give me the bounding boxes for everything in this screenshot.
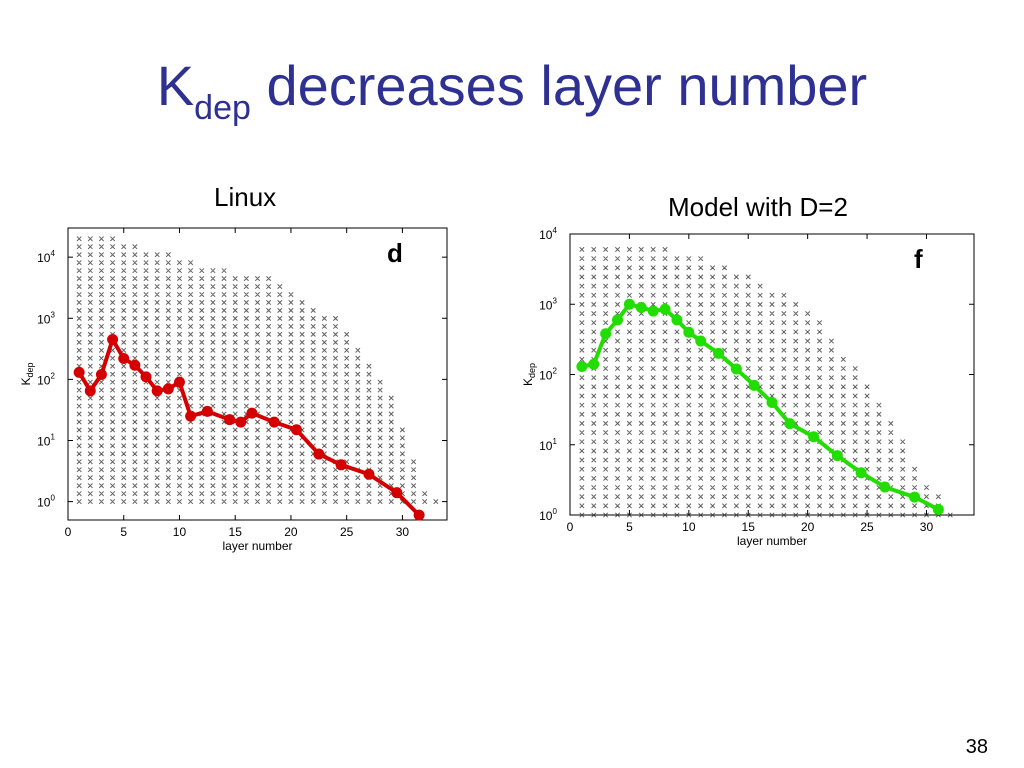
series-point — [748, 379, 760, 391]
series-point — [73, 366, 85, 378]
title-rest: decreases layer number — [250, 54, 868, 117]
x-tick-label: 5 — [626, 520, 633, 534]
series-line — [581, 302, 940, 512]
series-point — [151, 385, 163, 397]
x-tick-label: 20 — [284, 525, 298, 539]
panel-letter: f — [914, 244, 923, 274]
series-point — [95, 369, 107, 381]
series-point — [635, 301, 647, 313]
x-axis-label: layer number — [737, 534, 807, 548]
series-point — [713, 347, 725, 359]
series-point — [855, 467, 867, 479]
y-tick-label: 103 — [539, 296, 557, 312]
series-point — [808, 431, 820, 443]
series-point — [784, 418, 796, 430]
x-tick-label: 10 — [173, 525, 187, 539]
series-point — [268, 416, 280, 428]
x-tick-label: 15 — [742, 520, 756, 534]
y-tick-label: 104 — [37, 249, 55, 265]
series-point — [185, 410, 197, 422]
y-tick-label: 100 — [37, 494, 55, 510]
series-point — [291, 424, 303, 436]
series-point — [671, 314, 683, 326]
series-point — [659, 303, 671, 315]
y-tick-label: 100 — [539, 507, 557, 523]
series-point — [879, 481, 891, 493]
series-point — [246, 407, 258, 419]
series-point — [162, 383, 174, 395]
series-point — [391, 487, 403, 499]
chart-model: 0 5 10 15 20 25 30 100 101 102 103 104 layer number K… — [521, 226, 975, 548]
x-tick-label: 20 — [801, 520, 815, 534]
series-point — [588, 358, 600, 370]
series-point — [647, 305, 659, 317]
series-point — [363, 468, 375, 480]
series-point — [84, 385, 96, 397]
series-point — [576, 360, 588, 372]
y-tick-label: 101 — [539, 437, 557, 453]
series-point — [107, 333, 119, 345]
y-tick-label: 102 — [37, 371, 55, 387]
series-point — [831, 450, 843, 462]
title-subscript: dep — [194, 89, 251, 127]
series-point — [413, 509, 425, 521]
chart-linux: 0 5 10 15 20 25 30 100 101 102 103 104 layer number K… — [19, 227, 448, 553]
title-k: K — [156, 54, 195, 117]
x-tick-label: 5 — [120, 525, 127, 539]
y-tick-label: 102 — [539, 367, 557, 383]
series-point — [129, 359, 141, 371]
page-number: 38 — [965, 736, 988, 758]
y-axis-label: Kdep — [521, 363, 537, 386]
series-point — [932, 503, 944, 515]
y-tick-label: 103 — [37, 310, 55, 326]
x-tick-label: 15 — [229, 525, 243, 539]
x-tick-label: 10 — [682, 520, 696, 534]
series-point — [909, 491, 921, 503]
series-point — [695, 335, 707, 347]
series-point — [224, 414, 236, 426]
series-point — [600, 328, 612, 340]
caption-linux: Linux — [214, 182, 277, 212]
series-point — [683, 326, 695, 338]
panel-letter: d — [387, 238, 403, 268]
caption-model: Model with D=2 — [668, 192, 848, 222]
x-tick-label: 25 — [340, 525, 354, 539]
y-tick-label: 101 — [37, 432, 55, 448]
series-point — [730, 363, 742, 375]
series-point — [612, 314, 624, 326]
x-tick-label: 25 — [860, 520, 874, 534]
series-point — [201, 405, 213, 417]
x-tick-label: 0 — [567, 520, 574, 534]
series-point — [313, 448, 325, 460]
series-point — [140, 371, 152, 383]
series-point — [118, 352, 130, 364]
x-tick-label: 30 — [920, 520, 934, 534]
x-tick-label: 30 — [396, 525, 410, 539]
series-point — [335, 459, 347, 471]
series-point — [623, 298, 635, 310]
y-axis-label: Kdep — [19, 362, 35, 385]
series-line — [77, 337, 421, 517]
slide-title: Kdep decreases layer number — [0, 58, 1024, 127]
series-point — [766, 396, 778, 408]
x-axis-label: layer number — [222, 539, 292, 553]
x-tick-label: 0 — [65, 525, 72, 539]
series-point — [173, 376, 185, 388]
series-point — [235, 416, 247, 428]
y-tick-label: 104 — [539, 226, 557, 242]
plot-frame — [569, 233, 975, 516]
